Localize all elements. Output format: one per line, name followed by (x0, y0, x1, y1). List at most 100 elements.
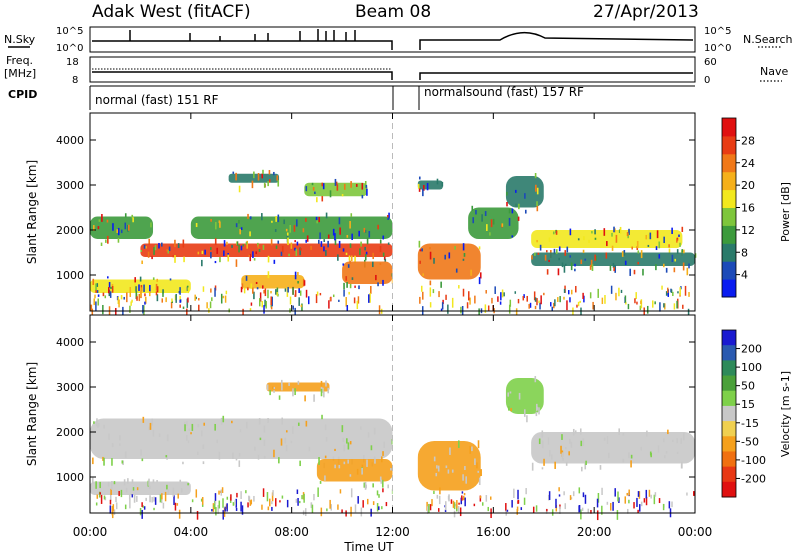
echo-speckle (107, 481, 110, 487)
near-range-noise (326, 508, 328, 512)
near-range-noise (179, 287, 181, 295)
echo-speckle (288, 382, 290, 386)
echo-speckle (303, 280, 306, 286)
near-range-noise (439, 487, 441, 495)
echo-speckle (622, 458, 625, 463)
near-range-noise (178, 509, 181, 519)
echo-speckle (612, 262, 615, 268)
near-range-noise (126, 292, 128, 303)
nsky-trace-right (419, 31, 694, 50)
echo-speckle (124, 451, 127, 458)
echo-speckle (201, 250, 204, 255)
near-range-noise (310, 502, 313, 508)
echo-speckle (135, 291, 138, 299)
echo-speckle (140, 449, 142, 456)
echo-speckle (583, 236, 585, 241)
echo-speckle (249, 216, 252, 220)
near-range-noise (646, 305, 649, 314)
near-range-noise (461, 497, 463, 501)
echo-speckle (541, 467, 544, 470)
nsky-strip-frame (89, 26, 696, 53)
echo-speckle (332, 456, 335, 461)
echo-speckle (364, 481, 367, 490)
near-range-noise (523, 294, 525, 299)
echo-speckle (536, 239, 538, 243)
near-range-noise (154, 497, 157, 505)
echo-speckle (133, 495, 136, 503)
echo-speckle (622, 433, 625, 436)
echo-speckle (679, 242, 681, 247)
echo-speckle (329, 190, 332, 198)
echo-speckle (140, 249, 143, 252)
echo-speckle (202, 444, 205, 449)
echo-speckle (492, 218, 495, 225)
echo-speckle (636, 240, 639, 249)
echo-speckle (144, 293, 146, 297)
near-range-noise (211, 509, 213, 512)
near-range-noise (129, 286, 132, 297)
echo-speckle (603, 437, 606, 441)
echo-speckle (278, 395, 281, 400)
echo-speckle (172, 255, 175, 258)
echo-speckle (123, 479, 126, 486)
echo-speckle (436, 465, 438, 469)
echo-speckle (219, 257, 221, 263)
colorbar-segment (722, 153, 736, 173)
colorbar-tick-label: 100 (741, 361, 762, 374)
echo-speckle (105, 239, 107, 243)
echo-speckle (646, 430, 648, 437)
near-range-noise (572, 491, 575, 497)
near-range-noise (432, 289, 435, 294)
echo-speckle (263, 289, 265, 294)
near-range-noise (684, 285, 687, 296)
near-range-noise (155, 291, 158, 296)
echo-speckle (107, 276, 109, 279)
near-range-noise (442, 299, 444, 305)
near-range-noise (91, 308, 94, 315)
near-range-noise (385, 502, 388, 507)
near-range-noise (270, 306, 273, 310)
echo-speckle (422, 188, 424, 197)
near-range-noise (95, 502, 98, 506)
echo-speckle (335, 181, 338, 186)
near-range-noise (307, 296, 310, 305)
echo-speckle (108, 282, 111, 288)
freq-label-line2: [MHz] (4, 67, 36, 80)
near-range-noise (687, 308, 690, 317)
echo-speckle (152, 429, 155, 437)
echo-speckle (509, 391, 512, 394)
echo-speckle (377, 282, 379, 287)
echo-speckle (663, 236, 665, 244)
echo-speckle (273, 449, 275, 458)
echo-speckle (358, 285, 360, 290)
near-range-noise (659, 302, 661, 312)
echo-speckle (515, 189, 517, 193)
near-range-noise (111, 509, 114, 519)
near-range-noise (259, 298, 261, 307)
echo-speckle (258, 248, 261, 252)
near-range-noise (305, 289, 308, 298)
echo-speckle (166, 484, 168, 490)
echo-speckle (603, 228, 606, 236)
echo-speckle (372, 483, 374, 488)
echo-speckle (241, 283, 244, 290)
echo-speckle (355, 183, 358, 187)
echo-speckle (656, 230, 659, 239)
echo-band (531, 230, 683, 248)
near-range-noise (534, 297, 537, 302)
echo-speckle (263, 425, 266, 433)
echo-speckle (150, 222, 152, 228)
echo-speckle (594, 254, 596, 261)
echo-band (417, 243, 481, 280)
echo-speckle (271, 220, 273, 223)
near-range-noise (459, 507, 462, 517)
near-range-noise (235, 498, 238, 508)
echo-speckle (382, 451, 384, 456)
near-range-noise (265, 300, 267, 309)
echo-speckle (478, 277, 481, 285)
echo-speckle (543, 458, 545, 466)
echo-speckle (619, 226, 622, 234)
near-range-noise (610, 285, 613, 294)
x-tick-label: 20:00 (577, 525, 612, 539)
echo-speckle (238, 220, 240, 224)
